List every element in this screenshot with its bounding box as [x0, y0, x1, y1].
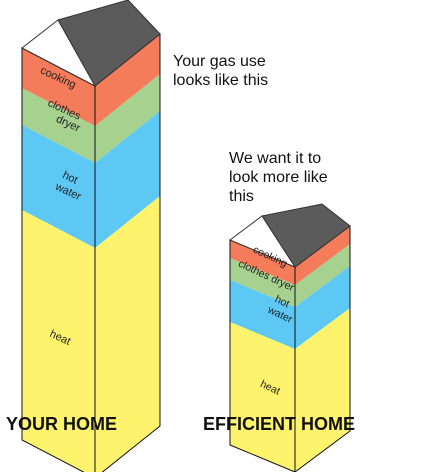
gable [21, 19, 97, 88]
segment [22, 111, 160, 248]
segment [22, 74, 160, 163]
segment [230, 226, 350, 285]
home-label: YOUR HOME [6, 414, 117, 434]
segment [230, 244, 350, 307]
segment-label: hot [61, 169, 80, 186]
annotation: look more like [229, 169, 328, 186]
annotation: Your gas use [173, 53, 266, 70]
annotation: this [229, 188, 254, 205]
segment [22, 196, 160, 472]
segment [22, 34, 160, 126]
annotation: looks like this [173, 72, 268, 89]
segment [230, 308, 350, 472]
segment [230, 266, 350, 349]
gable [228, 215, 297, 269]
towers: cookingclothesdryerhotwaterheatcookingcl… [21, 0, 351, 472]
segment-label: hot [273, 293, 291, 310]
annotation: We want it to [229, 150, 321, 167]
home-label: EFFICIENT HOME [203, 414, 355, 434]
